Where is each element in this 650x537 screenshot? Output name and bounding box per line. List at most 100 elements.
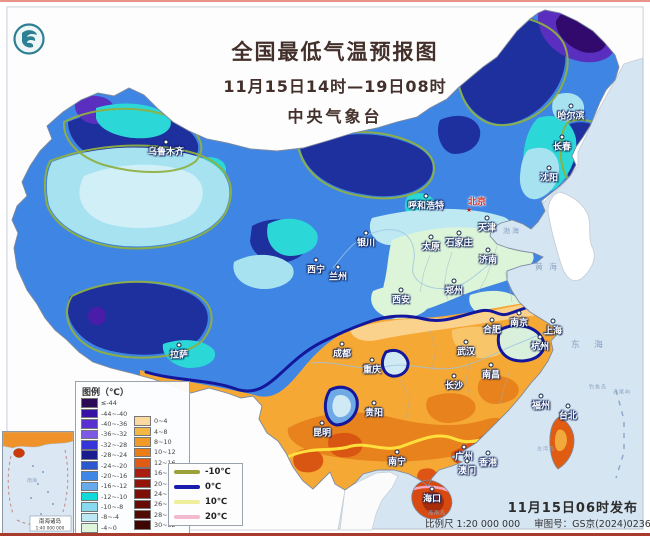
city-dot [339, 341, 345, 347]
city-dot [423, 193, 429, 199]
legend-cold-bin: -24~-20 [81, 460, 127, 471]
legend-swatch [81, 440, 98, 450]
city-dot [456, 230, 462, 236]
legend-swatch [134, 520, 151, 530]
sea-label: 渤海 [503, 227, 521, 235]
city-label: 昆明 [312, 428, 332, 439]
isoline-label: 0℃ [205, 482, 222, 492]
legend-swatch [134, 489, 151, 499]
city-dot [461, 444, 467, 450]
city-dot [319, 420, 325, 426]
city-label: 郑州 [444, 286, 464, 297]
city-label: 呼和浩特 [407, 201, 445, 212]
city-dot [428, 234, 434, 240]
legend-warm-bin: 8~10 [134, 437, 176, 447]
city-dot [546, 165, 552, 171]
city-label: 南京 [509, 318, 529, 329]
legend-bin-label: 28~30 [154, 510, 176, 519]
map-title: 全国最低气温预报图 [231, 40, 439, 64]
legend-warm-bin: 20~24 [134, 478, 176, 489]
city-dot [463, 339, 469, 345]
legend-bin-label: -44~-40 [101, 409, 128, 418]
legend-title: 图例（℃） [82, 388, 129, 398]
city-dot [568, 103, 574, 109]
legend-warm-column: 0~4 4~8 8~10 10~12 12~16 16~20 20~24 24~26 26~28… [134, 416, 176, 530]
city-dot [488, 362, 494, 368]
city-label: 银川 [356, 238, 376, 249]
map-publisher: 中央气象台 [287, 107, 383, 126]
city-dot [559, 134, 565, 140]
city-dot [163, 139, 169, 145]
legend-cold-bin: -28~-24 [81, 450, 127, 460]
city-label: 合肥 [482, 325, 502, 336]
legend-cold-bin: -4~0 [81, 523, 127, 533]
legend-warm-bin: 26~28 [134, 499, 176, 510]
isoline-label: 10℃ [205, 497, 228, 507]
legend-bin-label: 24~26 [154, 489, 176, 498]
legend-warm-bin: 30~32 [134, 520, 176, 530]
legend-bin-label: 8~10 [154, 437, 172, 446]
legend-bin-label: -28~-24 [101, 451, 128, 460]
city-dot [485, 450, 491, 456]
legend-bin-label: 30~32 [154, 521, 176, 530]
legend-swatch [81, 408, 98, 419]
city-dot [176, 342, 182, 348]
map-title-block: 全国最低气温预报图 11月15日14时—19日08时 中央气象台 [150, 36, 520, 127]
city-dot [363, 230, 369, 236]
inset-scale: 1:40 000 000 [36, 526, 65, 532]
legend-swatch [134, 416, 151, 426]
korea-peninsula [547, 191, 595, 281]
city-label: 西安 [391, 295, 411, 306]
map-approval-number: 审图号：GS京(2024)0236号 [534, 519, 650, 530]
isoline-legend: -10℃ 0℃ 10℃ 20℃ [168, 463, 243, 526]
city-label: 重庆 [362, 365, 382, 376]
legend-bin-label: 16~20 [154, 469, 176, 478]
city-dot [369, 357, 375, 363]
legend-cold-bin: -44~-40 [81, 408, 128, 419]
city-label: 西宁 [306, 265, 326, 276]
legend-warm-bin: 12~16 [134, 458, 176, 468]
legend-cold-bin: ≤-44 [81, 398, 127, 408]
legend-swatch [134, 447, 151, 458]
city-label: 福州 [531, 401, 551, 412]
city-dot [565, 403, 571, 409]
legend-swatch [81, 398, 98, 408]
legend-bin-label: -40~-36 [101, 419, 128, 428]
legend-bin-label: -32~-28 [101, 440, 128, 449]
legend-swatch [134, 499, 151, 510]
legend-bin-label: -16~-12 [101, 482, 128, 491]
cma-dragon-logo [13, 23, 45, 55]
map-valid-period: 11月15日14时—19日08时 [223, 77, 447, 96]
legend-swatch [81, 512, 98, 523]
city-dot [537, 334, 543, 340]
city-label: 广州 [454, 452, 474, 463]
city-dot [485, 247, 491, 253]
legend-bin-label: 10~12 [154, 448, 176, 457]
city-dot [451, 373, 457, 379]
legend-swatch [81, 491, 98, 502]
isoline-legend-row: 20℃ [174, 510, 242, 524]
inset-sea-label: 南海 [27, 477, 37, 484]
legend-warm-bin: 28~30 [134, 509, 176, 520]
legend-warm-bin: 0~4 [134, 416, 176, 426]
legend-cold-bin: -8~-4 [81, 512, 127, 523]
capital-star-marker: ★ [465, 206, 473, 214]
isoline-legend-row: 0℃ [174, 480, 242, 494]
city-label: 南宁 [387, 457, 407, 468]
vietnam-land [339, 471, 399, 531]
legend-swatch [81, 450, 98, 460]
legend-warm-bin: 4~8 [134, 426, 176, 437]
city-label: 乌鲁木齐 [147, 147, 185, 158]
legend-bin-label: -10~-8 [101, 503, 124, 512]
city-dot [550, 318, 556, 324]
city-label: 上海 [543, 326, 563, 337]
legend-swatch [81, 471, 98, 481]
isoline-sample [174, 484, 200, 490]
isoline-sample [174, 499, 200, 505]
city-dot [464, 458, 470, 464]
city-label: 沈阳 [539, 173, 559, 184]
legend-warm-bin: 16~20 [134, 468, 176, 478]
city-label: 武汉 [456, 347, 476, 358]
temperature-legend: 图例（℃） ≤-44 -44~-40 -40~-36 -36~-32 -32~-28 -2… [75, 381, 190, 534]
city-label: 石家庄 [445, 238, 473, 249]
